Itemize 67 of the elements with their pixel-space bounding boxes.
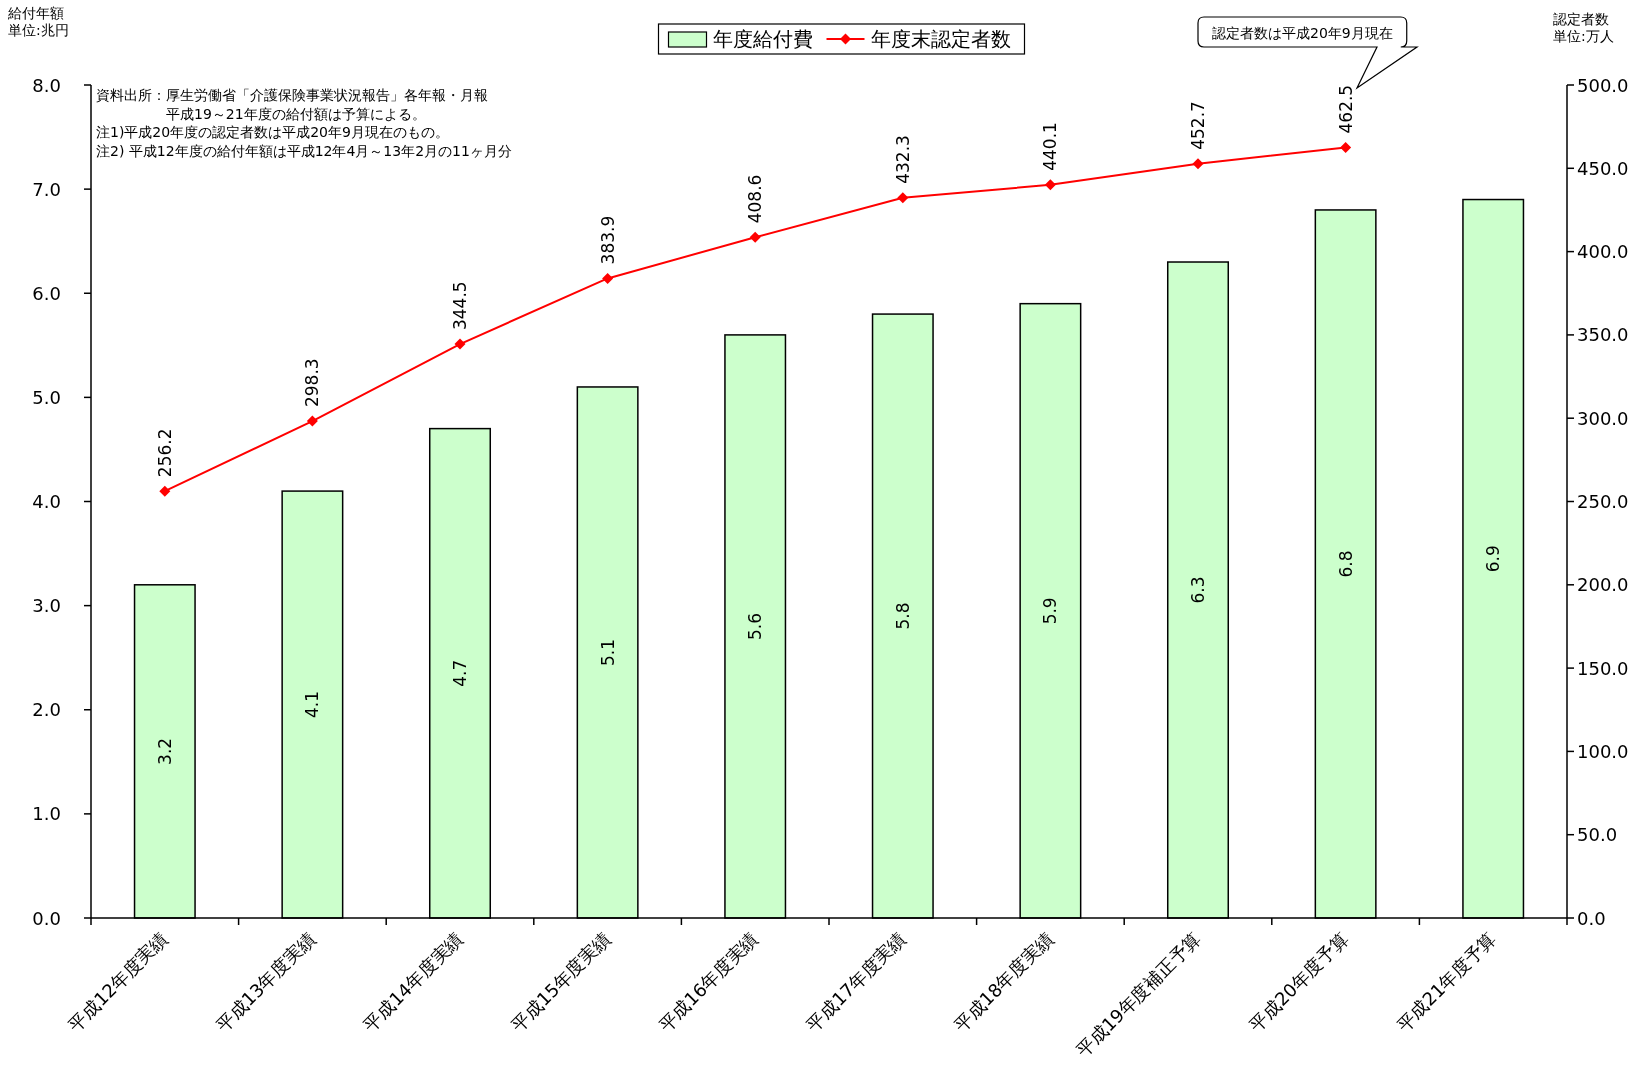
x-tick-label: 平成13年度実績 — [211, 927, 320, 1036]
y2-tick-label: 450.0 — [1577, 157, 1629, 179]
data-label: 298.3 — [302, 358, 323, 408]
point — [1192, 158, 1204, 170]
y-axis-title: 給付年額 — [7, 5, 64, 21]
y2-axis-title: 認定者数 — [1553, 11, 1609, 27]
y2-tick-label: 50.0 — [1577, 824, 1618, 846]
data-label: 452.7 — [1188, 101, 1208, 150]
point — [897, 192, 909, 204]
data-label: 440.1 — [1040, 122, 1061, 171]
x-tick-label: 平成19年度補正予算 — [1071, 927, 1205, 1061]
text: 単位:万人 — [1553, 28, 1614, 44]
y2-tick-label: 250.0 — [1577, 491, 1629, 512]
y2-tick-label: 200.0 — [1577, 574, 1629, 596]
x-tick-label: 平成16年度実績 — [654, 927, 763, 1036]
y2-tick-label: 150.0 — [1577, 657, 1629, 679]
y-tick-label: 1.0 — [32, 803, 61, 825]
data-label: 5.8 — [892, 602, 913, 630]
y2-tick-label: 100.0 — [1577, 740, 1629, 762]
data-label: 4.7 — [450, 659, 470, 687]
data-label: 5.1 — [597, 638, 618, 666]
data-label: 256.2 — [154, 428, 175, 478]
annotation: 注2) 平成12年度の給付年額は平成12年4月～13年2月の11ヶ月分 — [96, 142, 512, 159]
y-tick-label: 6.0 — [32, 282, 61, 304]
legend-label: 年度末認定者数 — [870, 27, 1011, 51]
point — [602, 272, 614, 284]
x-tick-label: 平成15年度実績 — [507, 927, 615, 1036]
x-tick-label: 平成20年度予算 — [1245, 927, 1353, 1036]
point — [749, 231, 761, 243]
legend-label: 年度給付費 — [712, 27, 813, 51]
x-tick-label: 平成21年度予算 — [1392, 927, 1501, 1036]
point — [306, 415, 318, 427]
data-label: 4.1 — [302, 691, 323, 719]
data-label: 5.6 — [745, 612, 766, 640]
y2-tick-label: 0.0 — [1577, 907, 1606, 929]
y-tick-label: 4.0 — [32, 491, 61, 512]
y2-tick-label: 350.0 — [1577, 324, 1629, 346]
annotation: 資料出所：厚生労働省「介護保険事業状況報告」各年報・月報 — [96, 87, 488, 103]
data-label: 6.3 — [1188, 576, 1208, 604]
data-label: 3.2 — [154, 737, 175, 765]
x-tick-label: 平成12年度実績 — [64, 927, 172, 1036]
data-label: 6.8 — [1335, 550, 1356, 578]
data-label: 408.6 — [745, 174, 766, 224]
y-tick-label: 3.0 — [32, 595, 61, 617]
data-label: 5.9 — [1040, 597, 1061, 625]
data-label: 432.3 — [892, 135, 913, 184]
x-tick-label: 平成18年度実績 — [949, 927, 1058, 1036]
data-label: 383.9 — [597, 215, 618, 265]
point — [159, 485, 171, 497]
y2-tick-label: 400.0 — [1577, 241, 1629, 263]
data-label: 344.5 — [450, 281, 470, 331]
text: 単位:兆円 — [8, 22, 69, 38]
y-tick-label: 0.0 — [32, 907, 61, 929]
y-tick-label: 5.0 — [32, 386, 61, 408]
x-tick-label: 平成14年度実績 — [359, 927, 467, 1036]
annotation: 注1)平成20年度の認定者数は平成20年9月現在のもの。 — [96, 124, 449, 140]
point — [454, 338, 466, 350]
point — [1340, 141, 1352, 153]
y-tick-label: 7.0 — [32, 178, 61, 200]
x-tick-label: 平成17年度実績 — [802, 927, 910, 1036]
y-tick-label: 2.0 — [32, 699, 61, 721]
data-label: 6.9 — [1483, 545, 1504, 573]
y2-tick-label: 500.0 — [1577, 74, 1629, 96]
annotation: 平成19～21年度の給付額は予算による。 — [166, 105, 426, 122]
point — [1044, 179, 1056, 191]
y2-tick-label: 300.0 — [1577, 407, 1629, 429]
y-tick-label: 8.0 — [32, 74, 61, 96]
